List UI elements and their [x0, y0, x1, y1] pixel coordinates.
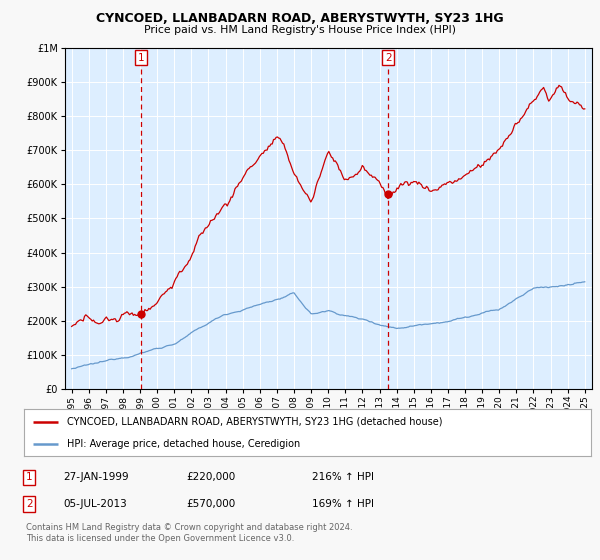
- Text: 1: 1: [26, 472, 32, 482]
- Text: HPI: Average price, detached house, Ceredigion: HPI: Average price, detached house, Cere…: [67, 438, 300, 449]
- Text: CYNCOED, LLANBADARN ROAD, ABERYSTWYTH, SY23 1HG: CYNCOED, LLANBADARN ROAD, ABERYSTWYTH, S…: [96, 12, 504, 25]
- Text: 27-JAN-1999: 27-JAN-1999: [63, 472, 128, 482]
- Text: Price paid vs. HM Land Registry's House Price Index (HPI): Price paid vs. HM Land Registry's House …: [144, 25, 456, 35]
- Text: 216% ↑ HPI: 216% ↑ HPI: [312, 472, 374, 482]
- Text: 1: 1: [138, 53, 145, 63]
- Text: £220,000: £220,000: [186, 472, 235, 482]
- Text: £570,000: £570,000: [186, 499, 235, 509]
- Text: 2: 2: [385, 53, 392, 63]
- Text: 2: 2: [26, 499, 32, 509]
- Text: 169% ↑ HPI: 169% ↑ HPI: [312, 499, 374, 509]
- Text: CYNCOED, LLANBADARN ROAD, ABERYSTWYTH, SY23 1HG (detached house): CYNCOED, LLANBADARN ROAD, ABERYSTWYTH, S…: [67, 417, 442, 427]
- Text: This data is licensed under the Open Government Licence v3.0.: This data is licensed under the Open Gov…: [26, 534, 294, 543]
- Text: Contains HM Land Registry data © Crown copyright and database right 2024.: Contains HM Land Registry data © Crown c…: [26, 523, 352, 532]
- Text: 05-JUL-2013: 05-JUL-2013: [63, 499, 127, 509]
